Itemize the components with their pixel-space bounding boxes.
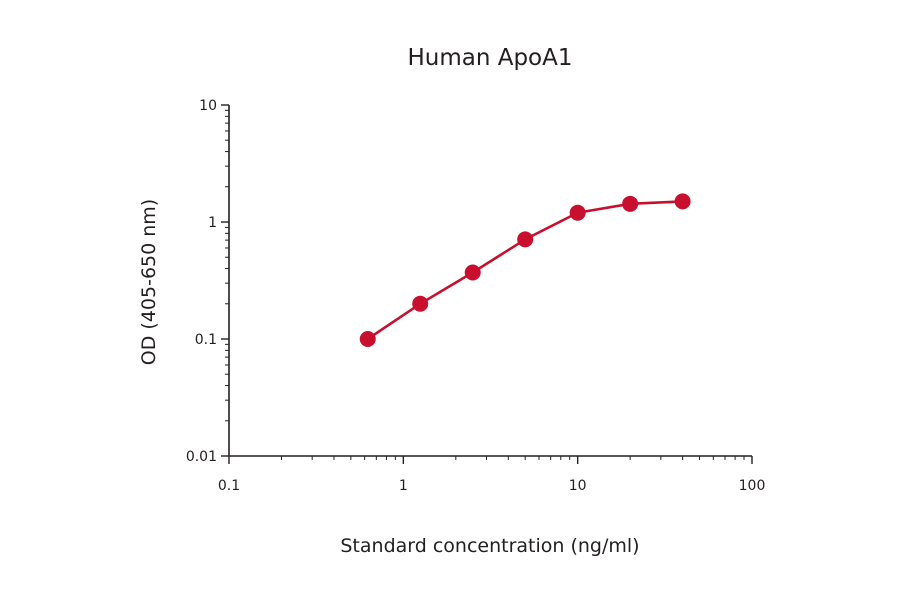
data-point [622, 195, 639, 212]
data-point [464, 264, 481, 281]
data-point [674, 193, 691, 210]
series-line [366, 200, 683, 341]
x-tick-label: 1 [399, 478, 408, 494]
x-tick-label: 100 [739, 478, 766, 494]
data-point [412, 295, 429, 312]
x-tick-label: 0.1 [218, 478, 240, 494]
data-point [569, 204, 586, 221]
x-tick-label: 10 [569, 478, 587, 494]
y-tick-label: 0.01 [186, 449, 217, 465]
y-tick-label: 0.1 [195, 332, 217, 348]
data-point [359, 331, 376, 347]
y-tick-label: 1 [208, 215, 217, 231]
y-axis-label: OD (405-650 nm) [138, 199, 160, 365]
x-axis-label: Standard concentration (ng/ml) [340, 535, 639, 557]
plot-area [359, 193, 691, 347]
chart-title: Human ApoA1 [407, 45, 572, 71]
data-point [517, 231, 534, 248]
y-tick-label: 10 [199, 98, 217, 114]
